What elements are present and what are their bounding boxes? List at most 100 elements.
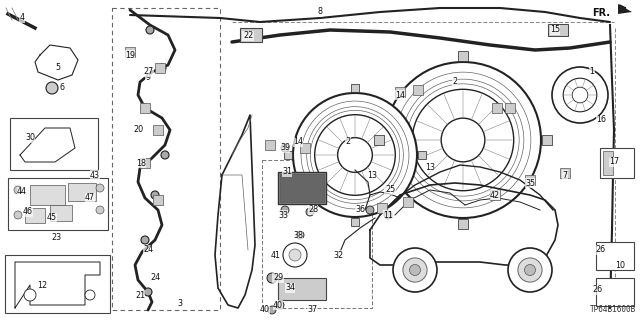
- Text: 17: 17: [609, 157, 619, 166]
- Text: 43: 43: [90, 171, 100, 180]
- Bar: [374, 135, 384, 145]
- Text: 24: 24: [150, 274, 160, 283]
- Text: 2: 2: [346, 138, 351, 147]
- Text: 8: 8: [317, 7, 323, 17]
- Text: 7: 7: [563, 171, 568, 180]
- Text: 30: 30: [25, 133, 35, 142]
- Text: FR.: FR.: [592, 8, 610, 18]
- Bar: [505, 103, 515, 113]
- Circle shape: [141, 104, 149, 112]
- Text: 13: 13: [367, 171, 377, 180]
- Circle shape: [525, 265, 536, 276]
- Bar: [140, 103, 150, 113]
- Bar: [351, 84, 359, 92]
- Bar: [140, 158, 150, 168]
- Circle shape: [393, 248, 437, 292]
- Circle shape: [412, 89, 514, 191]
- Circle shape: [161, 151, 169, 159]
- Circle shape: [338, 138, 372, 172]
- Text: 37: 37: [307, 306, 317, 315]
- Circle shape: [283, 243, 307, 267]
- Text: 21: 21: [135, 291, 145, 300]
- Circle shape: [289, 249, 301, 261]
- Text: 19: 19: [125, 51, 135, 60]
- Text: 9: 9: [145, 74, 150, 83]
- Circle shape: [296, 231, 304, 239]
- Bar: [377, 203, 387, 213]
- Text: 40: 40: [273, 300, 283, 309]
- Polygon shape: [618, 4, 632, 14]
- Text: 20: 20: [133, 125, 143, 134]
- Circle shape: [268, 306, 276, 314]
- Text: 36: 36: [355, 205, 365, 214]
- Text: 26: 26: [592, 285, 602, 294]
- Circle shape: [151, 191, 159, 199]
- Bar: [25, 208, 45, 223]
- Bar: [403, 197, 413, 207]
- Bar: [525, 175, 535, 185]
- Text: 33: 33: [278, 211, 288, 220]
- Bar: [8, 178, 108, 230]
- Text: 42: 42: [490, 190, 500, 199]
- Text: 44: 44: [17, 188, 27, 196]
- Circle shape: [385, 62, 541, 218]
- Text: 28: 28: [308, 205, 318, 214]
- Bar: [50, 205, 72, 221]
- Text: 15: 15: [550, 26, 560, 35]
- Bar: [240, 28, 262, 42]
- Text: 4: 4: [19, 13, 24, 22]
- Circle shape: [508, 248, 552, 292]
- Text: 11: 11: [383, 211, 393, 220]
- Bar: [600, 148, 634, 178]
- Text: 27: 27: [143, 68, 153, 76]
- Text: 10: 10: [615, 260, 625, 269]
- Circle shape: [403, 258, 427, 282]
- Text: 29: 29: [273, 274, 283, 283]
- Bar: [596, 278, 634, 306]
- Circle shape: [24, 289, 36, 301]
- Bar: [351, 218, 359, 226]
- Text: 32: 32: [333, 251, 343, 260]
- Text: 22: 22: [243, 31, 253, 41]
- Bar: [30, 185, 65, 205]
- Text: 18: 18: [136, 158, 146, 167]
- Text: 26: 26: [595, 245, 605, 254]
- Text: 12: 12: [37, 281, 47, 290]
- Circle shape: [158, 64, 166, 72]
- Text: 24: 24: [143, 245, 153, 254]
- Bar: [280, 174, 324, 202]
- Circle shape: [14, 186, 22, 194]
- Bar: [284, 151, 292, 159]
- Circle shape: [410, 265, 420, 276]
- Text: 5: 5: [56, 63, 61, 73]
- Bar: [265, 140, 275, 150]
- Text: 47: 47: [85, 194, 95, 203]
- Circle shape: [281, 206, 289, 214]
- Circle shape: [366, 206, 374, 214]
- Circle shape: [552, 67, 608, 123]
- Bar: [278, 278, 326, 300]
- Bar: [490, 190, 500, 200]
- Circle shape: [572, 87, 588, 103]
- Text: 14: 14: [395, 91, 405, 100]
- Text: 45: 45: [47, 213, 57, 222]
- Circle shape: [276, 301, 284, 309]
- Bar: [548, 24, 568, 36]
- Bar: [125, 47, 135, 57]
- Text: 13: 13: [425, 164, 435, 172]
- Bar: [560, 168, 570, 178]
- Text: 46: 46: [23, 207, 33, 217]
- Text: 34: 34: [285, 284, 295, 292]
- Circle shape: [144, 288, 152, 296]
- Circle shape: [141, 236, 149, 244]
- Bar: [458, 219, 468, 229]
- Bar: [278, 172, 326, 204]
- Bar: [10, 118, 98, 170]
- Circle shape: [281, 144, 289, 152]
- Circle shape: [518, 258, 542, 282]
- Circle shape: [384, 211, 392, 219]
- Circle shape: [267, 273, 277, 283]
- Text: 23: 23: [51, 234, 61, 243]
- Bar: [300, 143, 310, 153]
- Circle shape: [85, 290, 95, 300]
